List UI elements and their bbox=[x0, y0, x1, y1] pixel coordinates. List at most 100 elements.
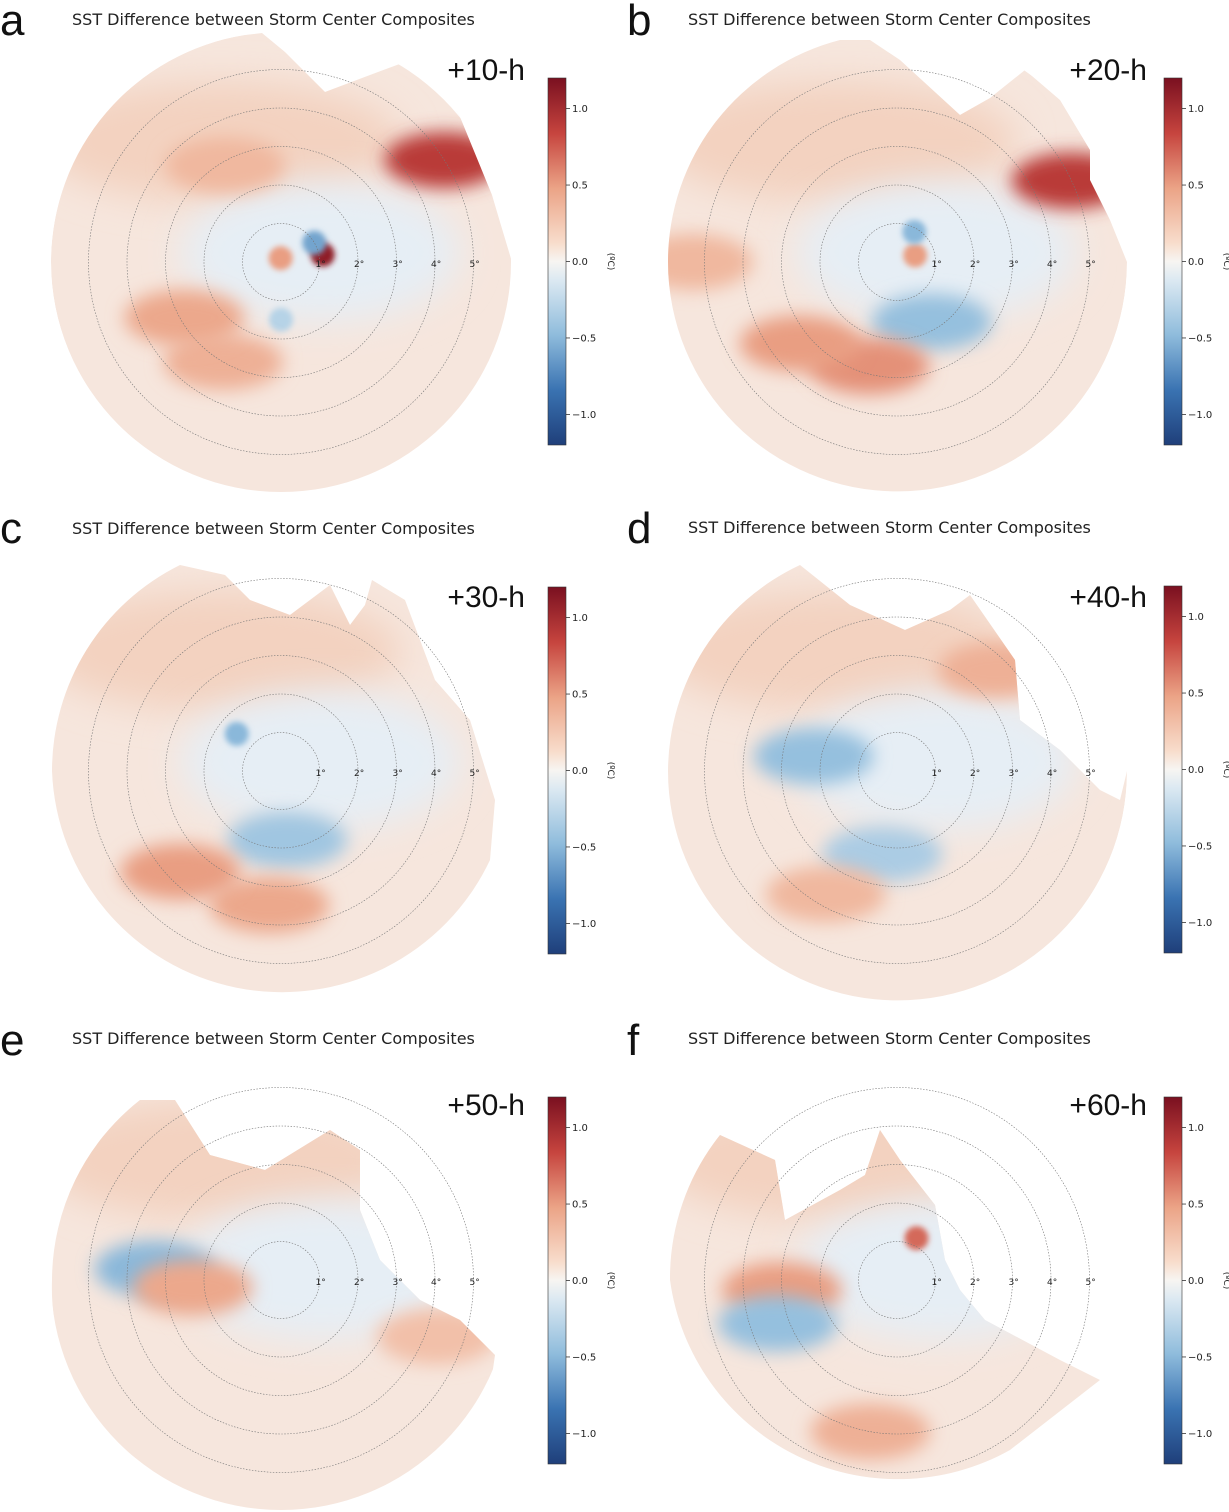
warm-anomaly-3 bbox=[810, 1403, 931, 1460]
colorbar-tick-label: −1.0 bbox=[1188, 410, 1212, 421]
colorbar-tick-label: 0.5 bbox=[572, 690, 588, 701]
sst-field bbox=[667, 40, 1127, 492]
colorbar-tick-label: −0.5 bbox=[1188, 1352, 1212, 1363]
cold-anomaly-2 bbox=[302, 230, 327, 255]
colorbar-unit: (ºC) bbox=[1221, 253, 1229, 271]
colorbar-tick-label: −0.5 bbox=[572, 333, 596, 344]
range-ring-4 bbox=[742, 616, 1052, 926]
colorbar-tick-label: −0.5 bbox=[1188, 841, 1212, 852]
range-ring-1 bbox=[858, 1241, 936, 1319]
panel-c: c SST Difference between Storm Center Com… bbox=[0, 504, 615, 993]
ring-label-3: 3° bbox=[1009, 1278, 1019, 1288]
panel-title: SST Difference between Storm Center Comp… bbox=[72, 519, 475, 538]
ring-label-4: 4° bbox=[1047, 260, 1057, 270]
panel-title: SST Difference between Storm Center Comp… bbox=[72, 10, 475, 29]
colorbar-unit: (ºC) bbox=[605, 253, 615, 271]
lead-time-label: +20-h bbox=[1069, 54, 1147, 87]
warm-band bbox=[669, 1130, 1017, 1220]
ring-label-3: 3° bbox=[393, 260, 403, 270]
panel-title: SST Difference between Storm Center Comp… bbox=[688, 10, 1091, 29]
range-ring-5 bbox=[88, 69, 474, 455]
colorbar-unit: (ºC) bbox=[1221, 761, 1229, 779]
warm-anomaly-1 bbox=[132, 1259, 253, 1316]
colorbar: 1.0 0.5 0.0 −0.5 −1.0 (ºC) bbox=[1163, 585, 1229, 954]
range-ring-3 bbox=[165, 146, 397, 378]
range-ring-2 bbox=[819, 184, 975, 340]
colorbar-tick-label: 0.0 bbox=[572, 766, 588, 777]
range-ring-3 bbox=[781, 1164, 1013, 1396]
range-rings: 1° 2° 3° 4° 5° bbox=[88, 1087, 480, 1473]
ring-label-3: 3° bbox=[1009, 260, 1019, 270]
cool-band bbox=[181, 691, 461, 831]
cool-band bbox=[797, 1200, 1077, 1340]
range-ring-2 bbox=[819, 693, 975, 849]
range-ring-1 bbox=[242, 732, 320, 810]
range-ring-2 bbox=[203, 693, 359, 849]
colorbar-tick-label: −0.5 bbox=[1188, 333, 1212, 344]
ring-label-4: 4° bbox=[1047, 1278, 1057, 1288]
ring-label-2: 2° bbox=[970, 260, 980, 270]
panel-title: SST Difference between Storm Center Comp… bbox=[72, 1029, 475, 1048]
range-ring-5 bbox=[88, 578, 474, 964]
lead-time-label: +50-h bbox=[447, 1089, 525, 1122]
range-ring-5 bbox=[704, 1087, 1090, 1473]
ring-label-3: 3° bbox=[393, 1278, 403, 1288]
panel-letter: d bbox=[627, 504, 651, 553]
colorbar: 1.0 0.5 0.0 −0.5 −1.0 (ºC) bbox=[1163, 77, 1229, 446]
colorbar-unit: (ºC) bbox=[605, 762, 615, 780]
ring-label-4: 4° bbox=[431, 1278, 441, 1288]
panel-letter: f bbox=[627, 1016, 640, 1065]
ring-label-2: 2° bbox=[970, 769, 980, 779]
warm-anomaly-2 bbox=[376, 1308, 496, 1365]
ring-label-5: 5° bbox=[470, 1278, 480, 1288]
colorbar-tick-label: 0.5 bbox=[1188, 689, 1204, 700]
colorbar-tick-label: 0.0 bbox=[1188, 1276, 1204, 1287]
range-ring-3 bbox=[165, 655, 397, 887]
range-ring-1 bbox=[858, 732, 936, 810]
ring-label-5: 5° bbox=[1086, 769, 1096, 779]
warm-anomaly-4 bbox=[163, 334, 284, 391]
range-ring-1 bbox=[242, 1241, 320, 1319]
ring-label-2: 2° bbox=[354, 260, 364, 270]
cold-anomaly-3 bbox=[269, 307, 293, 332]
colorbar-tick-label: 0.5 bbox=[572, 181, 588, 192]
colorbar-tick-label: 0.5 bbox=[1188, 1200, 1204, 1211]
range-ring-4 bbox=[742, 1125, 1052, 1435]
colorbar-tick-label: 1.0 bbox=[1188, 104, 1204, 115]
ring-label-2: 2° bbox=[970, 1278, 980, 1288]
sst-field bbox=[51, 33, 511, 492]
colorbar-tick-label: 1.0 bbox=[1188, 1123, 1204, 1134]
range-ring-4 bbox=[126, 616, 436, 926]
colorbar-tick-label: 1.0 bbox=[1188, 612, 1204, 623]
ring-label-1: 1° bbox=[932, 260, 942, 270]
cool-band bbox=[797, 691, 1077, 831]
ring-label-5: 5° bbox=[1086, 260, 1096, 270]
warm-anomaly-6 bbox=[165, 137, 286, 194]
panel-letter: b bbox=[627, 0, 651, 45]
colorbar-tick-label: 0.5 bbox=[1188, 181, 1204, 192]
colorbar-unit: (ºC) bbox=[1221, 1272, 1229, 1290]
colorbar-tick-label: 0.0 bbox=[572, 1276, 588, 1287]
range-rings: 1° 2° 3° 4° 5° bbox=[704, 1087, 1096, 1473]
ring-label-4: 4° bbox=[431, 769, 441, 779]
ring-label-2: 2° bbox=[354, 769, 364, 779]
cold-anomaly-2 bbox=[717, 1295, 838, 1352]
colorbar-tick-label: −0.5 bbox=[572, 842, 596, 853]
range-ring-5 bbox=[704, 578, 1090, 964]
colorbar-tick-label: −0.5 bbox=[572, 1352, 596, 1363]
cold-anomaly-0 bbox=[753, 728, 874, 785]
range-ring-2 bbox=[203, 184, 359, 340]
colorbar-tick-label: 1.0 bbox=[572, 104, 588, 115]
panel-letter: a bbox=[0, 0, 25, 45]
range-ring-3 bbox=[781, 146, 1013, 378]
panel-letter: c bbox=[0, 504, 22, 553]
colorbar: 1.0 0.5 0.0 −0.5 −1.0 (ºC) bbox=[547, 77, 615, 446]
lead-time-label: +30-h bbox=[447, 581, 525, 614]
lead-time-label: +10-h bbox=[447, 54, 525, 87]
range-rings: 1° 2° 3° 4° 5° bbox=[88, 578, 480, 964]
panel-a: a SST Difference between Storm Center Com… bbox=[0, 0, 615, 492]
colorbar-unit: (ºC) bbox=[605, 1272, 615, 1290]
warm-band bbox=[52, 591, 401, 711]
ring-label-1: 1° bbox=[316, 260, 326, 270]
colorbar-gradient bbox=[547, 586, 567, 955]
